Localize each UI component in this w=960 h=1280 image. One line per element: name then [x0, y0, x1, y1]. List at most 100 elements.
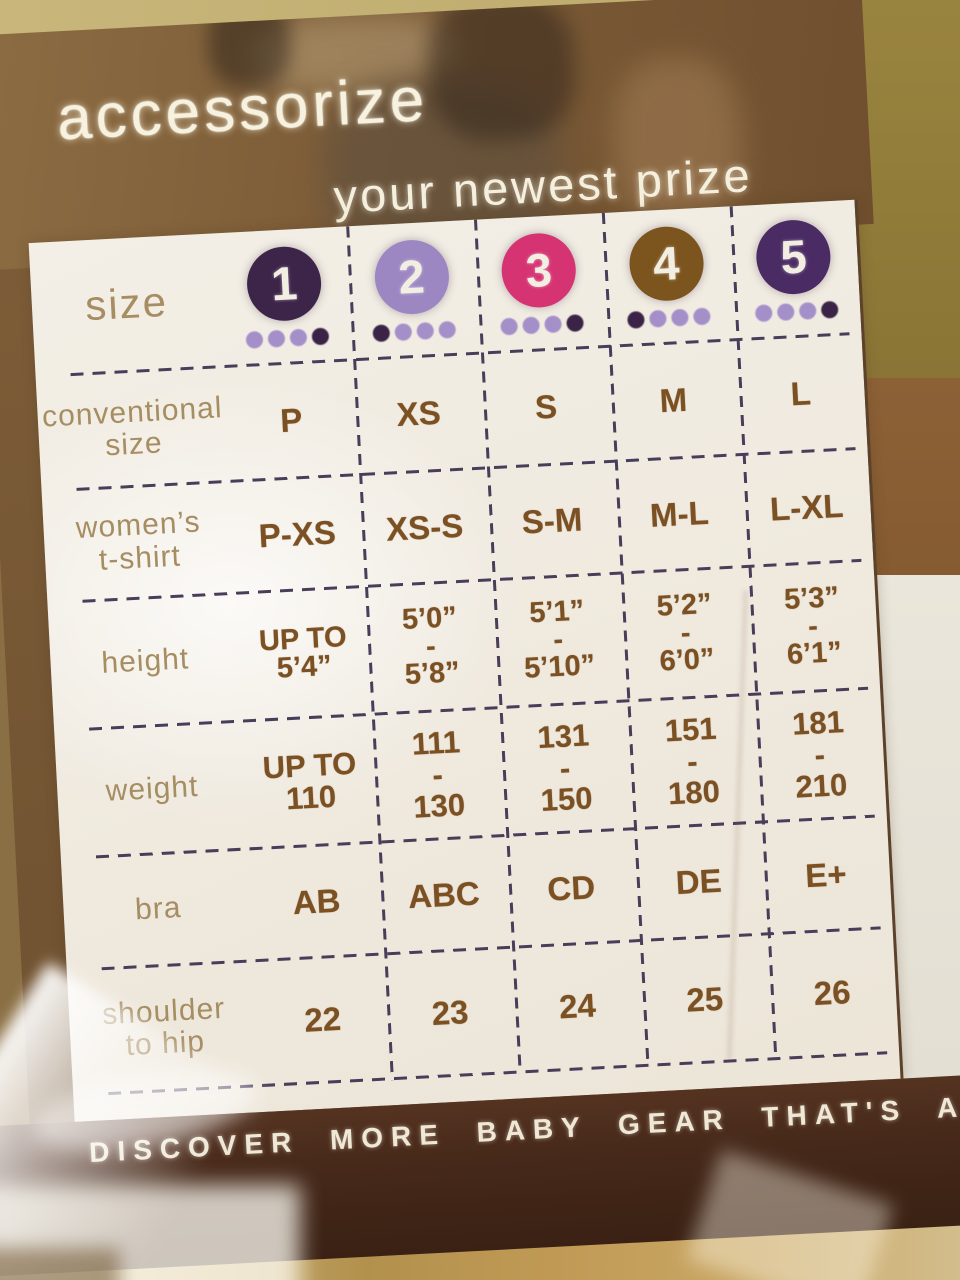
size-chart-card: size 1 2 3 4 5 — [28, 199, 904, 1122]
size-5-dots — [732, 299, 860, 324]
table-cell: P — [227, 398, 356, 443]
cell-value: 5’0” - 5’8” — [401, 601, 461, 692]
size-3-circle: 3 — [499, 231, 578, 309]
cell-value: AB — [291, 881, 342, 921]
table-cell: M-L — [615, 492, 744, 537]
table-cell: DE — [634, 859, 763, 904]
cell-value: S — [534, 387, 558, 426]
table-cell: UP TO 110 — [245, 745, 376, 817]
table-cell: 5’0” - 5’8” — [365, 601, 497, 692]
cell-value: P-XS — [257, 512, 337, 554]
table-cell: 5’3” - 6’1” — [747, 581, 879, 672]
table-cell: 25 — [640, 977, 769, 1022]
table-cell: AB — [252, 879, 381, 924]
size-1-circle: 1 — [245, 244, 324, 323]
size-dot-light — [394, 322, 413, 341]
cell-value: 23 — [430, 993, 470, 1033]
size-dot-light — [671, 308, 689, 327]
table-cell: E+ — [761, 852, 890, 897]
size-dot-light — [776, 302, 795, 321]
size-1-dots — [223, 326, 351, 351]
size-2-dots — [350, 319, 478, 344]
size-dot-light — [267, 329, 285, 348]
size-2-number: 2 — [397, 249, 426, 304]
size-dot-dark — [565, 313, 584, 332]
size-dot-dark — [311, 327, 329, 345]
cell-value: M-L — [649, 493, 710, 534]
size-1-cell: 1 — [218, 241, 351, 351]
cell-value: 111 - 130 — [410, 724, 466, 825]
table-cell: 111 - 130 — [371, 724, 503, 825]
cell-value: 5’2” - 6’0” — [655, 588, 716, 678]
cell-value: DE — [674, 861, 723, 901]
row-label: women’s t-shirt — [74, 505, 202, 577]
size-dot-light — [798, 301, 817, 320]
size-dot-dark — [627, 310, 646, 329]
table-cell: 23 — [385, 991, 514, 1036]
cell-value: L — [789, 374, 812, 413]
cell-value: S-M — [520, 500, 584, 541]
table-cell: L — [736, 372, 865, 417]
table-cell: L-XL — [742, 485, 871, 530]
size-dot-light — [438, 320, 457, 339]
size-4-number: 4 — [651, 236, 681, 291]
size-dot-light — [543, 314, 562, 333]
size-dot-light — [521, 315, 540, 334]
size-dot-light — [289, 328, 307, 347]
size-5-cell: 5 — [728, 214, 861, 324]
table-cell: 22 — [258, 997, 387, 1042]
table-cell: P-XS — [233, 512, 362, 557]
faint-photo-carrier — [424, 0, 578, 144]
cell-value: UP TO 110 — [261, 745, 358, 816]
table-cell: 5’2” - 6’0” — [620, 588, 752, 678]
size-4-dots — [605, 306, 733, 331]
cell-value: XS-S — [385, 506, 465, 548]
size-dot-light — [693, 307, 711, 325]
cell-value: P — [279, 401, 304, 440]
cell-value: M — [658, 380, 689, 420]
size-dot-light — [754, 303, 773, 322]
size-dot-light — [416, 321, 435, 340]
table-cell: M — [609, 378, 738, 423]
size-label: size — [84, 278, 170, 330]
cell-value: E+ — [804, 854, 848, 894]
cell-value: 181 - 210 — [791, 704, 849, 805]
cell-value: UP TO 5’4” — [258, 620, 348, 685]
table-cell: CD — [507, 866, 636, 911]
table-cell: S — [481, 385, 610, 430]
table-cell: 26 — [767, 971, 896, 1016]
size-5-circle: 5 — [754, 217, 833, 296]
table-cell: 181 - 210 — [754, 704, 886, 805]
table-cell: S-M — [487, 498, 616, 543]
size-4-cell: 4 — [600, 221, 733, 331]
table-cell: 24 — [513, 984, 642, 1029]
plastic-shadow — [0, 1248, 120, 1280]
cell-value: L-XL — [769, 486, 845, 528]
size-1-number: 1 — [269, 256, 299, 311]
cell-value: 5’3” - 6’1” — [783, 581, 843, 672]
table-cell: 5’1” - 5’10” — [492, 594, 624, 685]
row-label: height — [100, 642, 190, 681]
table-cell: XS — [354, 392, 483, 437]
table-cell: ABC — [379, 872, 508, 917]
size-2-circle: 2 — [372, 237, 451, 316]
table-cell: 131 - 150 — [499, 718, 631, 819]
cell-value: CD — [546, 867, 596, 908]
size-dot-light — [649, 309, 668, 328]
cell-value: 26 — [812, 973, 852, 1012]
size-4-circle: 4 — [627, 224, 706, 303]
size-3-number: 3 — [524, 242, 554, 298]
table-cell: UP TO 5’4” — [238, 620, 368, 685]
size-dot-light — [245, 330, 263, 349]
size-3-cell: 3 — [473, 228, 606, 338]
cell-value: ABC — [407, 873, 481, 915]
size-2-cell: 2 — [346, 234, 479, 344]
cell-value: 25 — [685, 979, 725, 1019]
cell-value: 5’1” - 5’10” — [523, 594, 596, 685]
row-label: bra — [134, 891, 183, 927]
size-dot-light — [499, 317, 518, 335]
cell-value: 24 — [558, 986, 597, 1026]
row-label: conventional size — [41, 390, 224, 463]
cell-value: 131 - 150 — [536, 717, 594, 819]
